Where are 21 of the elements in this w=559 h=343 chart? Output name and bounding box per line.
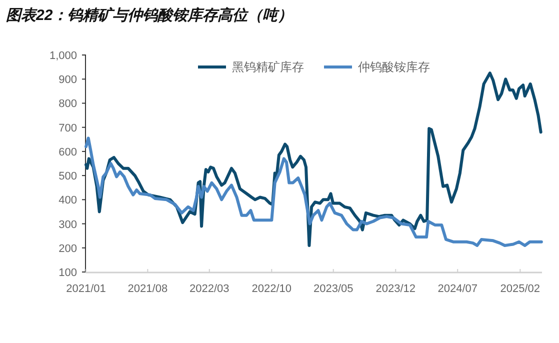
y-tick-label: 700 [58, 122, 77, 134]
x-tick-label: 2025/02 [500, 283, 540, 295]
y-tick-label: 500 [58, 170, 77, 183]
y-tick-label: 200 [58, 242, 77, 255]
x-tick-label: 2023/12 [376, 283, 416, 295]
legend-label: 黑钨精矿库存 [232, 60, 304, 74]
x-tick-label: 2021/01 [66, 283, 106, 295]
x-tick-label: 2023/05 [313, 283, 354, 295]
chart-title: 图表22：钨精矿与仲钨酸铵库存高位（吨） [6, 6, 293, 24]
y-tick-label: 1,000 [49, 50, 77, 62]
y-tick-label: 400 [58, 194, 77, 207]
y-tick-label: 800 [58, 98, 77, 110]
y-tick-label: 300 [58, 218, 77, 231]
y-tick-label: 100 [58, 267, 77, 279]
x-tick-label: 2022/10 [252, 283, 292, 295]
legend-label: 仲钨酸铵库存 [358, 60, 430, 74]
y-tick-label: 900 [58, 74, 77, 86]
x-tick-label: 2024/07 [438, 283, 478, 295]
x-tick-label: 2021/08 [128, 283, 168, 295]
y-tick-label: 600 [58, 146, 77, 158]
x-tick-label: 2022/03 [190, 283, 230, 295]
